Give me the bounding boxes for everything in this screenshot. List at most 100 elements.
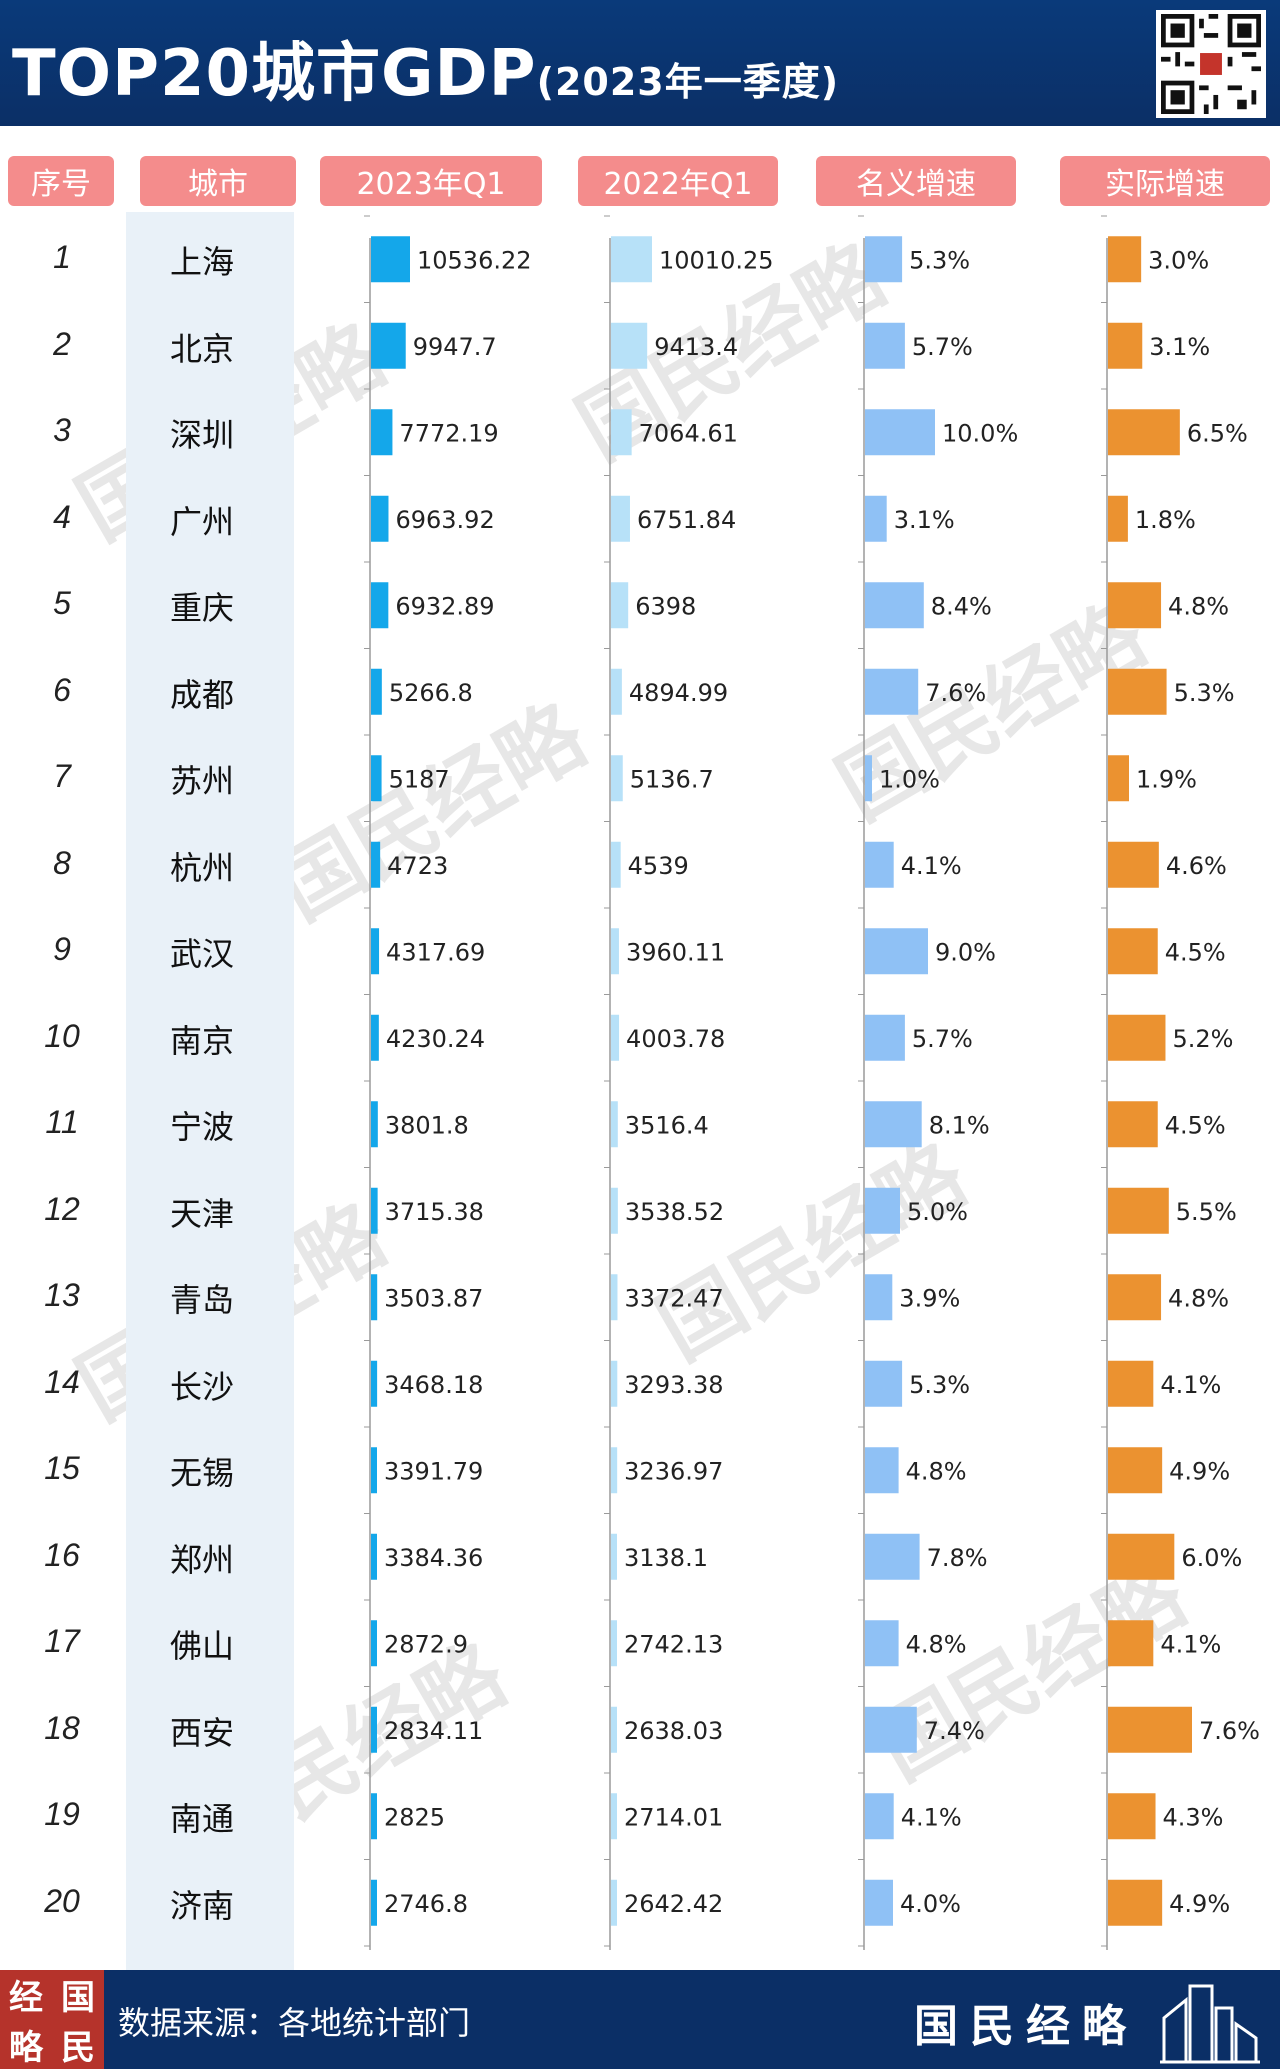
gdp-2022-value-label: 2638.03 (624, 1717, 723, 1745)
real-growth-bar (1108, 1447, 1163, 1494)
gdp-2023-bar (371, 322, 406, 369)
rank-number: 14 (44, 1363, 80, 1400)
logo-char: 经 (9, 1978, 43, 2019)
gdp-2023-bar (371, 1879, 377, 1926)
real-growth-value-label: 5.2% (1172, 1025, 1233, 1053)
column-header-gdp-2022: 2022年Q1 (578, 156, 778, 206)
gdp-2022-value-label: 5136.7 (630, 765, 714, 793)
gdp-2022-value-label: 2742.13 (624, 1630, 723, 1658)
nominal-growth-value-label: 5.3% (909, 1371, 970, 1399)
brand-logo: 经 国 略 民 (0, 1970, 104, 2069)
rank-number: 9 (53, 931, 71, 968)
rank-number: 8 (53, 844, 71, 881)
rank-number: 20 (44, 1882, 80, 1919)
gdp-2022-value-label: 3538.52 (625, 1198, 724, 1226)
column-header-gdp-2023: 2023年Q1 (320, 156, 542, 206)
nominal-growth-value-label: 4.8% (906, 1630, 967, 1658)
city-name: 长沙 (169, 1367, 234, 1406)
nominal-growth-bar (865, 668, 919, 715)
real-growth-bar (1108, 582, 1162, 629)
rank-number: 16 (44, 1536, 80, 1573)
gdp-2022-value-label: 9413.4 (654, 333, 738, 361)
rank-number: 13 (44, 1277, 80, 1314)
gdp-2022-bar (611, 1187, 618, 1234)
real-growth-bar (1108, 1014, 1166, 1061)
gdp-2022-bar (611, 322, 648, 369)
rank-number: 3 (53, 412, 71, 449)
gdp-2022-value-label: 3138.1 (624, 1544, 708, 1572)
real-growth-value-label: 3.0% (1148, 246, 1209, 274)
real-growth-value-label: 7.6% (1199, 1717, 1260, 1745)
real-growth-bar (1108, 495, 1128, 542)
gdp-2022-value-label: 2642.42 (624, 1890, 723, 1918)
nominal-growth-bar (865, 236, 903, 283)
nominal-growth-value-label: 5.7% (912, 333, 973, 361)
city-name: 济南 (169, 1886, 234, 1925)
gdp-2022-value-label: 6751.84 (637, 506, 736, 534)
real-growth-bar (1108, 1533, 1175, 1580)
column-header-real-growth: 实际增速 (1060, 156, 1270, 206)
real-growth-value-label: 5.5% (1176, 1198, 1237, 1226)
gdp-2023-value-label: 3391.79 (384, 1457, 483, 1485)
gdp-2023-bar (371, 668, 382, 715)
gdp-2023-value-label: 2746.8 (384, 1890, 468, 1918)
nominal-growth-bar (865, 409, 935, 456)
gdp-2022-bar (611, 1447, 618, 1494)
real-growth-value-label: 3.1% (1149, 333, 1210, 361)
rank-number: 12 (44, 1190, 80, 1227)
nominal-growth-bar (865, 1793, 894, 1840)
logo-char: 民 (61, 2027, 95, 2068)
gdp-2022-bar (611, 1360, 618, 1407)
gdp-2022-bar (611, 1101, 618, 1148)
city-name: 郑州 (169, 1540, 234, 1579)
city-name: 深圳 (169, 416, 234, 455)
qr-code[interactable] (1156, 10, 1266, 118)
gdp-2023-bar (371, 495, 389, 542)
city-name: 成都 (169, 675, 234, 714)
real-growth-bar (1108, 1274, 1162, 1321)
gdp-2023-bar (371, 1793, 377, 1840)
real-growth-bar (1108, 409, 1180, 456)
gdp-2023-value-label: 10536.22 (417, 246, 532, 274)
gdp-2023-value-label: 6963.92 (395, 506, 494, 534)
gdp-2023-value-label: 6932.89 (395, 592, 494, 620)
page-title: TOP20城市GDP(2023年一季度) (12, 22, 839, 114)
nominal-growth-value-label: 5.3% (909, 246, 970, 274)
nominal-growth-value-label: 3.1% (894, 506, 955, 534)
logo-char: 略 (9, 2027, 43, 2068)
nominal-growth-value-label: 10.0% (942, 419, 1018, 447)
city-name: 武汉 (169, 935, 234, 974)
nominal-growth-value-label: 5.0% (907, 1198, 968, 1226)
gdp-2022-value-label: 10010.25 (659, 246, 774, 274)
gdp-2022-value-label: 3372.47 (624, 1284, 723, 1312)
rank-number: 17 (44, 1623, 80, 1660)
gdp-2023-value-label: 2872.9 (384, 1630, 468, 1658)
city-name: 南通 (169, 1800, 234, 1839)
gdp-2022-value-label: 3960.11 (626, 938, 725, 966)
nominal-growth-bar (865, 1360, 903, 1407)
chart-area: 国民经略 国民经略 国民经略 国民经略 国民经略 国民经略 国民经略 国民经略 … (0, 126, 1280, 1972)
gdp-2022-value-label: 3236.97 (624, 1457, 723, 1485)
header-bar: TOP20城市GDP(2023年一季度) (0, 0, 1280, 126)
rank-number: 15 (44, 1450, 80, 1487)
real-growth-value-label: 4.1% (1160, 1371, 1221, 1399)
gdp-2023-bar (371, 1447, 377, 1494)
gdp-2023-value-label: 5266.8 (389, 679, 473, 707)
gdp-2023-bar (371, 582, 389, 629)
gdp-2023-bar (371, 1533, 377, 1580)
gdp-2023-value-label: 4317.69 (386, 938, 485, 966)
city-name: 无锡 (169, 1454, 234, 1493)
gdp-2022-value-label: 2714.01 (624, 1803, 723, 1831)
gdp-2022-value-label: 4894.99 (629, 679, 728, 707)
nominal-growth-value-label: 9.0% (935, 938, 996, 966)
column-header-rank: 序号 (8, 156, 114, 206)
real-growth-bar (1108, 841, 1159, 888)
real-growth-bar (1108, 1187, 1169, 1234)
gdp-2023-bar (371, 236, 410, 283)
nominal-growth-bar (865, 841, 894, 888)
real-growth-bar (1108, 1620, 1154, 1667)
gdp-2022-bar (611, 495, 630, 542)
column-header-city: 城市 (140, 156, 296, 206)
city-column-band (126, 212, 294, 1972)
real-growth-bar (1108, 1793, 1156, 1840)
